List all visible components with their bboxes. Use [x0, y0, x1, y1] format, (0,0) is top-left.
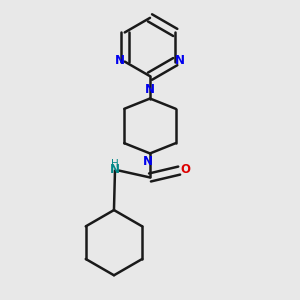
Text: N: N [110, 164, 120, 176]
Text: N: N [145, 83, 155, 96]
Text: N: N [143, 155, 153, 169]
Text: N: N [115, 54, 125, 68]
Text: N: N [175, 54, 185, 68]
Text: H: H [111, 159, 119, 170]
Text: O: O [180, 164, 190, 176]
